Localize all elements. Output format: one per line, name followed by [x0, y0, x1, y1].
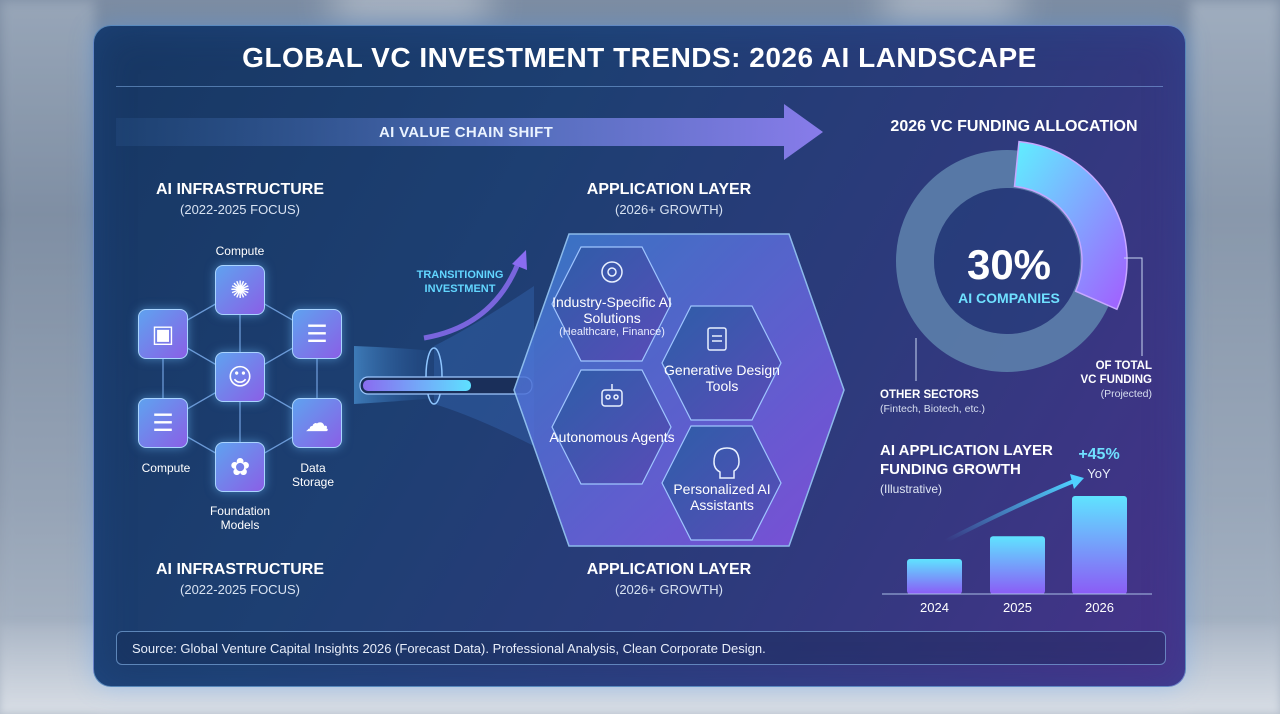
value-chain-label: AI VALUE CHAIN SHIFT — [379, 124, 554, 141]
other-sectors-note: OTHER SECTORS (Fintech, Biotech, etc.) — [880, 389, 986, 415]
app-item-industry: Industry-Specific AI Solutions (Healthca… — [552, 294, 672, 338]
source-footnote: Source: Global Venture Capital Insights … — [116, 631, 1166, 665]
brain-icon: ✿ — [215, 442, 265, 492]
application-heading-top: APPLICATION LAYER (2026+ GROWTH) — [586, 181, 752, 217]
growth-bar-2026 — [1072, 496, 1127, 594]
infographic-panel: GLOBAL VC INVESTMENT TRENDS: 2026 AI LAN… — [93, 25, 1186, 687]
title-divider — [116, 86, 1163, 87]
growth-bar-2025 — [990, 536, 1045, 594]
node-label-foundation-models: Foundation Models — [209, 504, 271, 532]
funding-center-label: AI COMPANIES — [958, 290, 1060, 306]
app-hex-shapes — [551, 246, 782, 541]
donut-ai-slice — [1013, 140, 1128, 311]
growth-trend-arrow — [945, 479, 1075, 543]
growth-bar-2024 — [907, 559, 962, 594]
database-icon: ☰ — [138, 398, 188, 448]
growth-tick-2025: 2025 — [1003, 600, 1032, 615]
network-icon: ✺ — [215, 265, 265, 315]
total-funding-note: OF TOTAL VC FUNDING (Projected) — [1080, 360, 1152, 400]
growth-tick-2024: 2024 — [920, 600, 949, 615]
gear-icon — [601, 261, 623, 283]
value-chain-arrow — [116, 104, 823, 160]
page-title: GLOBAL VC INVESTMENT TRENDS: 2026 AI LAN… — [242, 42, 1037, 73]
node-label-data-storage: Data Storage — [291, 461, 335, 489]
transition-label: TRANSITIONING INVESTMENT — [416, 269, 504, 295]
application-heading-bottom: APPLICATION LAYER (2026+ GROWTH) — [586, 561, 752, 597]
growth-bar-chart — [907, 496, 1127, 594]
infrastructure-heading-top: AI INFRASTRUCTURE (2022-2025 FOCUS) — [156, 181, 324, 217]
growth-title: AI APPLICATION LAYER FUNDING GROWTH — [880, 442, 1053, 478]
database-icon: ☰ — [292, 309, 342, 359]
app-item-assistants: Personalized AI Assistants — [673, 481, 771, 513]
flow-graphics — [116, 104, 1152, 595]
node-label-compute-bottom: Compute — [141, 461, 191, 475]
funding-title: 2026 VC FUNDING ALLOCATION — [890, 118, 1138, 135]
growth-note: (Illustrative) — [880, 482, 943, 496]
app-item-generative: Generative Design Tools — [664, 362, 780, 394]
funnel — [354, 346, 434, 404]
infrastructure-heading-bottom: AI INFRASTRUCTURE (2022-2025 FOCUS) — [156, 561, 324, 597]
growth-tick-2026: 2026 — [1085, 600, 1114, 615]
growth-yoy: YoY — [1087, 466, 1111, 481]
chip-icon: ▣ — [138, 309, 188, 359]
brain-head-icon: ☺ — [215, 352, 265, 402]
app-item-agents: Autonomous Agents — [549, 429, 675, 445]
funding-value: 30% — [966, 241, 1052, 288]
head-gear-icon — [713, 447, 740, 479]
node-label-compute-top: Compute — [215, 244, 265, 258]
document-pen-icon — [707, 327, 727, 351]
growth-annotation: +45% — [1078, 446, 1120, 463]
funding-donut — [896, 140, 1128, 372]
cloud-icon: ☁ — [292, 398, 342, 448]
